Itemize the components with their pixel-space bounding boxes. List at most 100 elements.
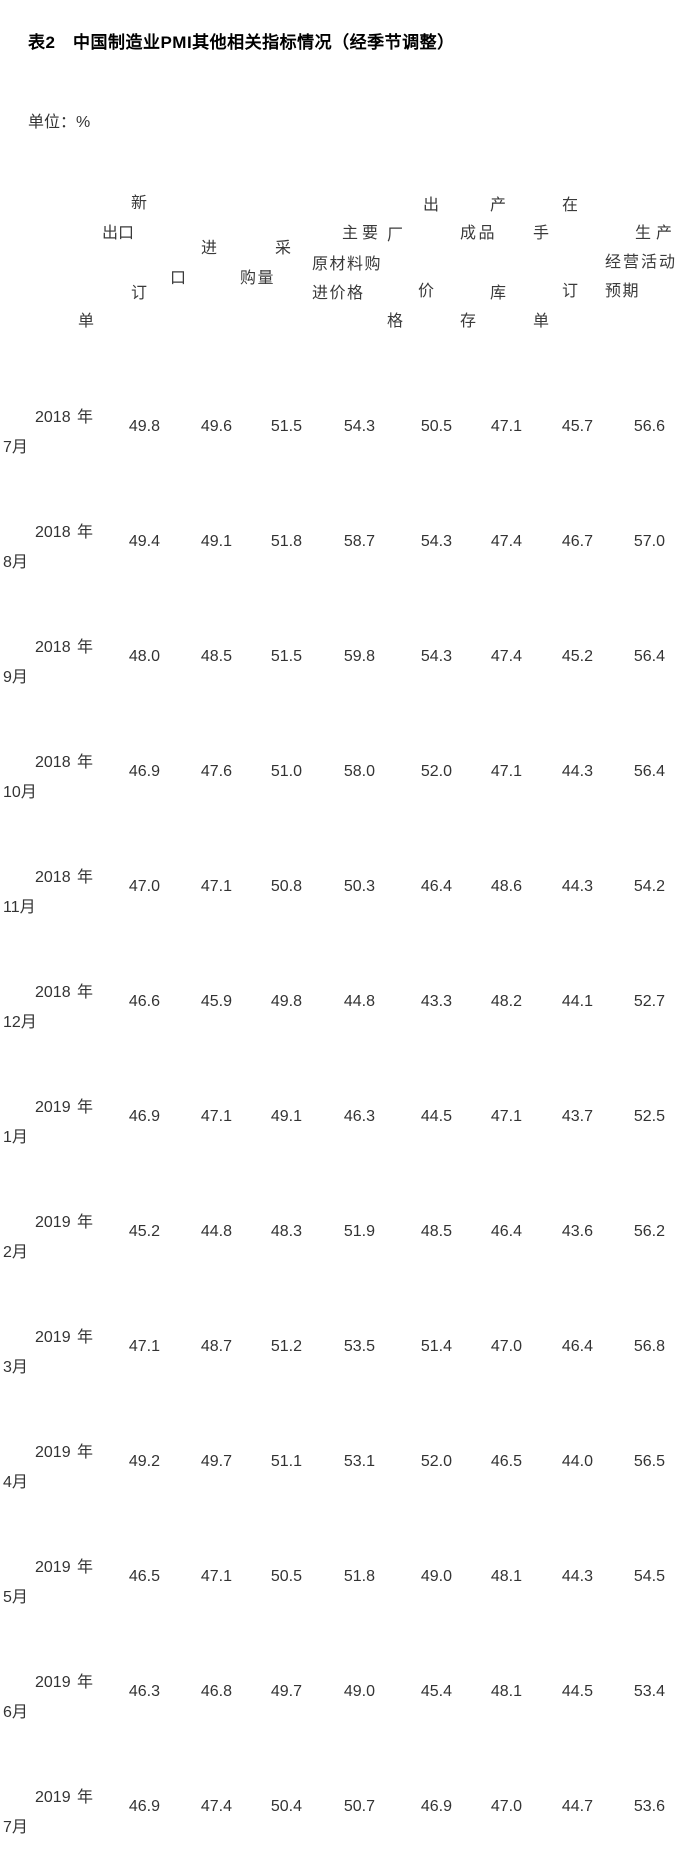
row-label-year: 2019 年 <box>35 1099 94 1116</box>
table-row: 2018 年 9月 48.0 48.5 51.5 59.8 54.3 47.4 45.2 56.4 <box>0 633 682 748</box>
cell-value: 57.0 <box>633 533 665 550</box>
column-header-line: 单 <box>533 313 550 330</box>
column-header-line: 预期 <box>605 283 641 300</box>
cell-value: 44.8 <box>200 1223 232 1240</box>
row-label-year: 2018 年 <box>35 524 94 541</box>
cell-value: 45.7 <box>561 418 593 435</box>
row-label-year: 2019 年 <box>35 1674 94 1691</box>
cell-value: 46.4 <box>561 1338 593 1355</box>
cell-value: 44.1 <box>561 993 593 1010</box>
cell-value: 56.4 <box>633 648 665 665</box>
cell-value: 51.1 <box>270 1453 302 1470</box>
cell-value: 46.9 <box>128 1798 160 1815</box>
cell-value: 50.7 <box>343 1798 375 1815</box>
table-row: 2018 年 12月 46.6 45.9 49.8 44.8 43.3 48.2 44.1 52.… <box>0 978 682 1093</box>
cell-value: 46.5 <box>128 1568 160 1585</box>
cell-value: 50.8 <box>270 878 302 895</box>
cell-value: 43.6 <box>561 1223 593 1240</box>
cell-value: 58.0 <box>343 763 375 780</box>
cell-value: 53.5 <box>343 1338 375 1355</box>
cell-value: 46.3 <box>128 1683 160 1700</box>
cell-value: 51.0 <box>270 763 302 780</box>
column-header-line: 厂 <box>387 227 404 244</box>
cell-value: 50.3 <box>343 878 375 895</box>
row-label-month: 7月 <box>3 1819 28 1836</box>
cell-value: 45.4 <box>420 1683 452 1700</box>
cell-value: 49.8 <box>128 418 160 435</box>
column-header-line: 价 <box>418 283 435 300</box>
row-label-year: 2019 年 <box>35 1444 94 1461</box>
table-row: 2019 年 4月 49.2 49.7 51.1 53.1 52.0 46.5 44.0 56.5 <box>0 1438 682 1553</box>
cell-value: 49.4 <box>128 533 160 550</box>
cell-value: 50.5 <box>270 1568 302 1585</box>
cell-value: 49.0 <box>420 1568 452 1585</box>
row-label-month: 5月 <box>3 1589 28 1606</box>
row-label-month: 8月 <box>3 554 28 571</box>
cell-value: 54.3 <box>420 533 452 550</box>
cell-value: 53.1 <box>343 1453 375 1470</box>
cell-value: 48.6 <box>490 878 522 895</box>
cell-value: 47.4 <box>490 648 522 665</box>
row-label-year: 2019 年 <box>35 1329 94 1346</box>
cell-value: 48.0 <box>128 648 160 665</box>
cell-value: 48.3 <box>270 1223 302 1240</box>
cell-value: 49.7 <box>200 1453 232 1470</box>
row-label-year: 2018 年 <box>35 409 94 426</box>
cell-value: 54.3 <box>343 418 375 435</box>
cell-value: 49.8 <box>270 993 302 1010</box>
cell-value: 46.6 <box>128 993 160 1010</box>
cell-value: 47.4 <box>200 1798 232 1815</box>
row-label-year: 2019 年 <box>35 1559 94 1576</box>
column-header-line: 口 <box>170 270 187 287</box>
cell-value: 46.8 <box>200 1683 232 1700</box>
cell-value: 47.6 <box>200 763 232 780</box>
cell-value: 43.7 <box>561 1108 593 1125</box>
table-row: 2018 年 8月 49.4 49.1 51.8 58.7 54.3 47.4 46.7 57.0 <box>0 518 682 633</box>
cell-value: 44.3 <box>561 1568 593 1585</box>
cell-value: 49.6 <box>200 418 232 435</box>
cell-value: 49.2 <box>128 1453 160 1470</box>
cell-value: 48.2 <box>490 993 522 1010</box>
column-header-line: 产 <box>490 197 507 214</box>
table-row: 2019 年 5月 46.5 47.1 50.5 51.8 49.0 48.1 44.3 54.5 <box>0 1553 682 1668</box>
cell-value: 52.7 <box>633 993 665 1010</box>
column-header-line: 存 <box>460 313 477 330</box>
unit-label: 单位：% <box>28 114 91 131</box>
column-header-line: 购量 <box>240 270 276 287</box>
cell-value: 44.7 <box>561 1798 593 1815</box>
cell-value: 54.2 <box>633 878 665 895</box>
cell-value: 46.9 <box>128 763 160 780</box>
cell-value: 50.5 <box>420 418 452 435</box>
column-header-line: 原材料购 <box>312 256 383 273</box>
column-header-line: 经营活动 <box>605 254 678 271</box>
cell-value: 52.0 <box>420 1453 452 1470</box>
row-label-month: 10月 <box>3 784 37 801</box>
row-label-month: 3月 <box>3 1359 28 1376</box>
table-row: 2019 年 7月 46.9 47.4 50.4 50.7 46.9 47.0 44.7 53.6 <box>0 1783 682 1853</box>
cell-value: 43.3 <box>420 993 452 1010</box>
cell-value: 59.8 <box>343 648 375 665</box>
cell-value: 45.2 <box>561 648 593 665</box>
cell-value: 44.5 <box>420 1108 452 1125</box>
cell-value: 54.5 <box>633 1568 665 1585</box>
cell-value: 56.2 <box>633 1223 665 1240</box>
cell-value: 47.4 <box>490 533 522 550</box>
table-row: 2018 年 11月 47.0 47.1 50.8 50.3 46.4 48.6 44.3 54.… <box>0 863 682 978</box>
row-label-year: 2019 年 <box>35 1789 94 1806</box>
cell-value: 46.4 <box>490 1223 522 1240</box>
column-header-line: 进价格 <box>312 285 365 302</box>
row-label-month: 2月 <box>3 1244 28 1261</box>
row-label-month: 1月 <box>3 1129 28 1146</box>
cell-value: 44.5 <box>561 1683 593 1700</box>
cell-value: 46.9 <box>420 1798 452 1815</box>
table-row: 2018 年 10月 46.9 47.6 51.0 58.0 52.0 47.1 44.3 56.… <box>0 748 682 863</box>
cell-value: 51.4 <box>420 1338 452 1355</box>
cell-value: 47.1 <box>200 1568 232 1585</box>
row-label-year: 2018 年 <box>35 639 94 656</box>
cell-value: 46.4 <box>420 878 452 895</box>
cell-value: 48.1 <box>490 1683 522 1700</box>
cell-value: 51.8 <box>343 1568 375 1585</box>
row-label-month: 4月 <box>3 1474 28 1491</box>
row-label-month: 7月 <box>3 439 28 456</box>
cell-value: 53.6 <box>633 1798 665 1815</box>
